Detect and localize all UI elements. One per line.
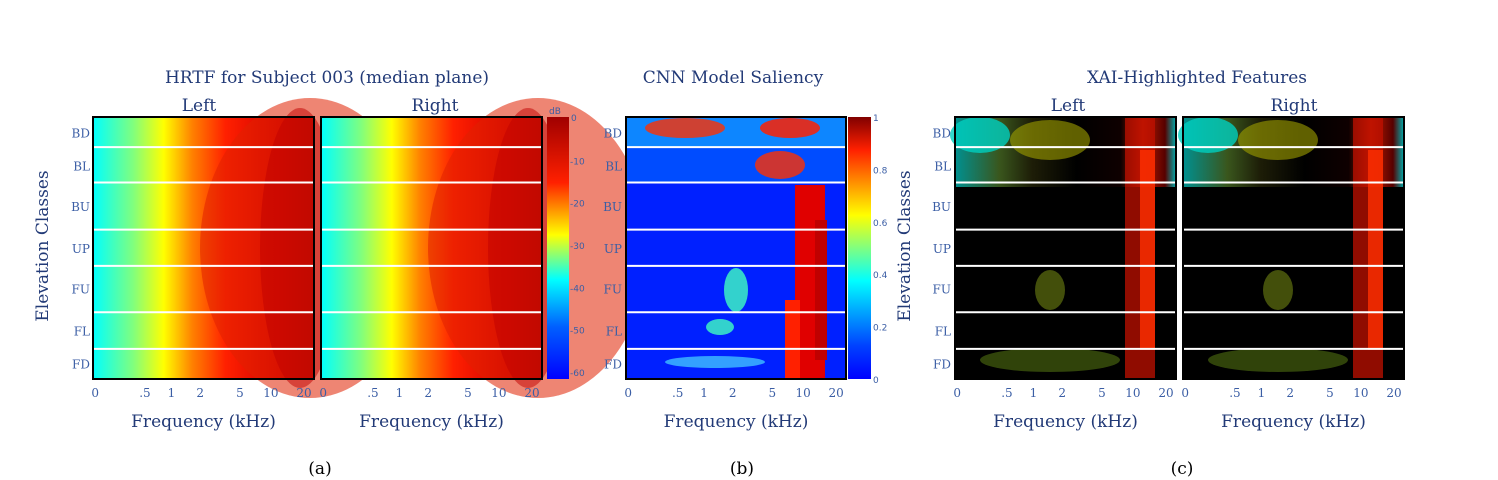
colorbar-tick: 0.6 — [873, 219, 888, 229]
colorbar-tick: -40 — [570, 284, 585, 294]
elevation-label-fd: FD — [604, 357, 622, 371]
xlabel: Frequency (kHz) — [993, 412, 1138, 432]
elevation-label-bl: BL — [73, 159, 90, 173]
elevation-label-fu: FU — [933, 283, 951, 297]
x-tick-label: 5 — [1098, 386, 1106, 400]
x-tick-label: 0 — [1181, 386, 1189, 400]
xai-right-label: Right — [1271, 96, 1318, 116]
elevation-label-up: UP — [933, 242, 951, 256]
colorbar-tick: 1 — [873, 114, 879, 124]
colorbar-tick: -20 — [570, 200, 585, 210]
x-tick-label: 10 — [1353, 386, 1368, 400]
x-tick-label: 2 — [1286, 386, 1294, 400]
xlabel: Frequency (kHz) — [1221, 412, 1366, 432]
elevation-label-fu: FU — [72, 283, 90, 297]
caption-a: (a) — [308, 459, 331, 479]
hrtf-colorbar-unit: dB — [549, 107, 561, 117]
elevation-label-bd: BD — [72, 127, 90, 141]
colorbar-tick: 0.2 — [873, 324, 887, 334]
elevation-label-up: UP — [72, 242, 90, 256]
x-tick-label: 20 — [828, 386, 843, 400]
x-tick-label: .5 — [139, 386, 150, 400]
x-tick-label: 10 — [263, 386, 278, 400]
colorbar-tick: 0.4 — [873, 271, 888, 281]
hrtf-colorbar: dB — [547, 107, 569, 379]
colorbar-tick: -60 — [570, 369, 585, 379]
x-tick-label: 2 — [729, 386, 737, 400]
xai-left-label: Left — [1051, 96, 1086, 116]
x-tick-label: 2 — [424, 386, 432, 400]
elevation-label-fd: FD — [72, 357, 90, 371]
xlabel: Frequency (kHz) — [131, 412, 276, 432]
elevation-label-up: UP — [604, 242, 622, 256]
xlabel: Frequency (kHz) — [359, 412, 504, 432]
elevation-label-fl: FL — [606, 325, 622, 339]
colorbar-tick: -10 — [570, 157, 585, 167]
x-tick-label: 5 — [464, 386, 472, 400]
x-tick-label: 20 — [1386, 386, 1401, 400]
x-tick-label: 1 — [396, 386, 404, 400]
x-tick-label: 10 — [491, 386, 506, 400]
x-tick-label: 2 — [196, 386, 204, 400]
x-tick-label: 20 — [524, 386, 539, 400]
elevation-label-bu: BU — [932, 200, 951, 214]
x-tick-label: 0 — [91, 386, 99, 400]
x-tick-label: 0 — [319, 386, 327, 400]
x-tick-label: .5 — [1001, 386, 1012, 400]
xlabel: Frequency (kHz) — [664, 412, 809, 432]
hrtf-title: HRTF for Subject 003 (median plane) — [165, 68, 489, 88]
xai-ylabel: Elevation Classes — [895, 170, 915, 321]
x-tick-label: 1 — [1258, 386, 1266, 400]
caption-c: (c) — [1171, 459, 1194, 479]
x-tick-label: 2 — [1058, 386, 1066, 400]
x-tick-label: 5 — [768, 386, 776, 400]
colorbar-tick: -50 — [570, 327, 585, 337]
caption-b: (b) — [730, 459, 754, 479]
hrtf-ylabel: Elevation Classes — [33, 170, 53, 321]
x-tick-label: 20 — [1158, 386, 1173, 400]
x-tick-label: 20 — [296, 386, 311, 400]
colorbar-tick: -30 — [570, 242, 585, 252]
colorbar-tick: 0 — [873, 376, 879, 386]
x-tick-label: 10 — [795, 386, 810, 400]
saliency-heatmap — [625, 116, 847, 380]
elevation-label-bd: BD — [933, 127, 951, 141]
elevation-label-bd: BD — [604, 127, 622, 141]
colorbar-tick: 0.8 — [873, 166, 888, 176]
x-tick-label: 5 — [1326, 386, 1334, 400]
x-tick-label: 0 — [953, 386, 961, 400]
x-tick-label: 5 — [236, 386, 244, 400]
elevation-label-fu: FU — [604, 283, 622, 297]
x-tick-label: 1 — [700, 386, 708, 400]
colorbar-tick: 0 — [571, 114, 577, 124]
x-tick-label: .5 — [367, 386, 378, 400]
hrtf-right-label: Right — [412, 96, 459, 116]
x-tick-label: 10 — [1125, 386, 1140, 400]
xai-right-heatmap — [1178, 116, 1405, 380]
saliency-title: CNN Model Saliency — [643, 68, 824, 88]
elevation-label-fl: FL — [74, 325, 90, 339]
saliency-colorbar — [848, 117, 871, 379]
elevation-label-bl: BL — [934, 159, 951, 173]
elevation-label-fd: FD — [933, 357, 951, 371]
xai-left-heatmap — [950, 116, 1177, 380]
x-tick-label: .5 — [1229, 386, 1240, 400]
hrtf-left-label: Left — [182, 96, 217, 116]
x-tick-label: 1 — [168, 386, 176, 400]
elevation-label-bu: BU — [71, 200, 90, 214]
x-tick-label: 0 — [624, 386, 632, 400]
elevation-label-bu: BU — [603, 200, 622, 214]
hrtf-right-heatmap — [320, 98, 648, 398]
elevation-label-fl: FL — [935, 325, 951, 339]
x-tick-label: .5 — [672, 386, 683, 400]
xai-title: XAI-Highlighted Features — [1087, 68, 1307, 88]
x-tick-label: 1 — [1030, 386, 1038, 400]
elevation-label-bl: BL — [605, 159, 622, 173]
